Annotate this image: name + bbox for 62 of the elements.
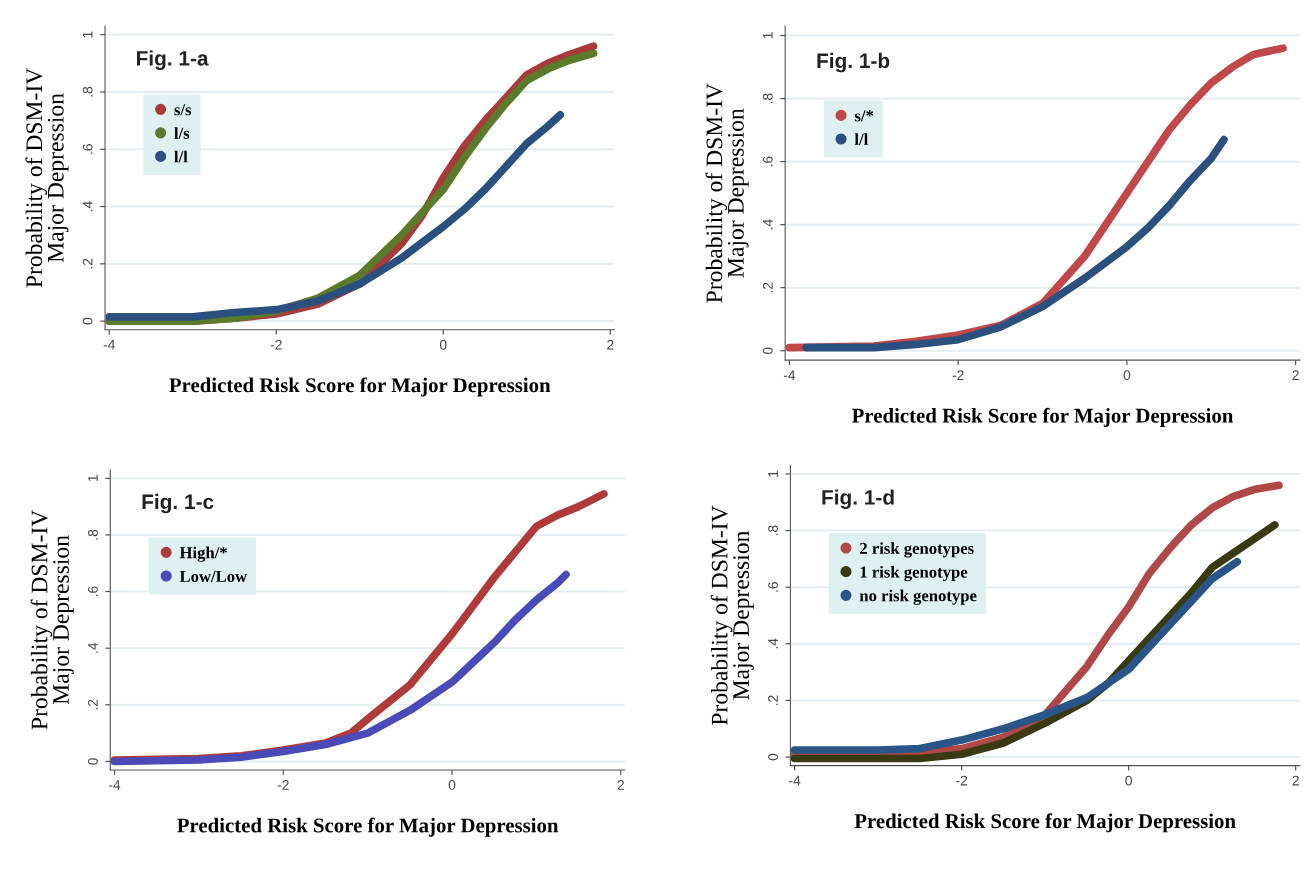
y-tick-label: .4 — [768, 638, 778, 649]
y-axis-title: Probability of DSM-IV Major Depression — [705, 83, 749, 303]
y-tick-label: .2 — [82, 258, 93, 269]
x-tick-label: 2 — [1292, 370, 1299, 380]
legend-label: l/l — [174, 150, 188, 163]
y-tick-label: .4 — [88, 642, 98, 653]
x-tick-label: -2 — [277, 780, 289, 790]
y-tick-label: 0 — [762, 347, 773, 355]
legend-label: l/s — [174, 127, 190, 139]
x-tick-label: -4 — [108, 780, 121, 790]
x-tick-label: -4 — [789, 775, 801, 786]
y-tick-label: .6 — [87, 586, 98, 597]
x-tick-label: 0 — [448, 780, 456, 790]
x-tick-label: -4 — [103, 339, 115, 350]
legend-label: s/* — [854, 110, 874, 122]
y-tick-label: .8 — [768, 525, 778, 536]
legend-label: no risk genotype — [859, 589, 977, 605]
x-tick-label: 0 — [1123, 370, 1131, 381]
y-tick-label: .8 — [762, 93, 773, 104]
y-tick-label: 1 — [763, 32, 773, 39]
x-tick-label: 0 — [439, 339, 447, 350]
y-axis-title: Probability of DSM-IV Major Depression — [30, 509, 74, 730]
legend-label: Low/Low — [179, 570, 248, 583]
y-tick-label: .4 — [82, 201, 93, 212]
x-tick-label: 2 — [607, 339, 614, 350]
y-tick-label: .8 — [87, 529, 98, 540]
y-tick-label: .6 — [762, 156, 773, 167]
y-tick-label: 1 — [768, 470, 778, 477]
x-tick-label: 2 — [1292, 775, 1299, 786]
y-tick-label: .6 — [82, 144, 93, 154]
x-tick-label: 0 — [1125, 775, 1132, 786]
legend-label: High/* — [179, 546, 227, 562]
x-tick-label: -2 — [952, 370, 964, 380]
legend-label: l/l — [854, 133, 868, 145]
x-tick-label: -2 — [956, 775, 968, 786]
annotation: Fig. 1-d — [822, 489, 894, 509]
legend-label: 2 risk genotypes — [860, 542, 974, 558]
annotation: Fig. 1-a — [137, 50, 209, 70]
x-axis-title: Predicted Risk Score for Major Depression — [851, 407, 1234, 427]
y-tick-label: 1 — [88, 475, 98, 482]
y-tick-label: .2 — [87, 699, 98, 710]
y-tick-label: .4 — [763, 219, 773, 230]
legend-label: s/s — [174, 104, 192, 116]
y-tick-label: 1 — [82, 31, 93, 38]
legend-label: 1 risk genotype — [860, 565, 968, 582]
x-axis-title: Predicted Risk Score for Major Depression — [177, 817, 559, 837]
x-tick-label: 2 — [617, 780, 624, 790]
x-tick-label: -4 — [783, 370, 796, 380]
y-tick-label: .6 — [768, 582, 778, 592]
y-tick-label: 0 — [82, 317, 93, 325]
annotation: Fig. 1-b — [817, 52, 890, 73]
y-axis-title: Probability of DSM-IV Major Depression — [25, 68, 69, 288]
annotation: Fig. 1-c — [142, 493, 214, 514]
y-axis-title: Probability of DSM-IV Major Depression — [710, 505, 754, 726]
x-axis-title: Predicted Risk Score for Major Depression — [169, 377, 551, 397]
y-tick-label: .2 — [762, 282, 773, 293]
y-tick-label: 0 — [87, 758, 98, 765]
y-tick-label: .8 — [82, 86, 93, 97]
x-axis-title: Predicted Risk Score for Major Depression — [854, 813, 1236, 833]
x-tick-label: -2 — [270, 339, 282, 350]
y-tick-label: .2 — [768, 695, 778, 705]
y-tick-label: 0 — [768, 753, 778, 761]
